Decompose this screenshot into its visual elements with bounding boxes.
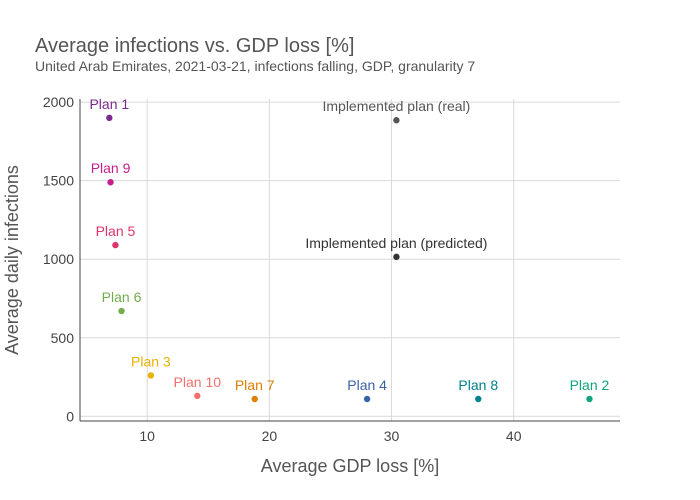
data-point [112,241,119,249]
tick-labels: 10 20 30 40 0 500 1000 1500 2000 [43,94,522,444]
data-point [106,114,113,122]
x-tick-label: 40 [506,428,522,444]
y-axis-title: Average daily infections [2,165,22,355]
chart-title: Average infections vs. GDP loss [%] [35,35,354,57]
gridlines [80,99,620,421]
data-point-label: Plan 6 [102,289,142,305]
data-point [393,253,400,261]
data-point-label: Implemented plan (predicted) [305,235,487,251]
data-point [475,395,482,403]
data-point [194,392,201,400]
x-tick-label: 20 [262,428,278,444]
data-point-label: Plan 4 [347,377,387,393]
data-point-label: Plan 5 [96,223,136,239]
data-point-label: Plan 8 [458,377,498,393]
y-tick-label: 2000 [43,94,74,110]
data-point-label: Plan 10 [174,374,222,390]
data-point-label: Plan 2 [570,377,610,393]
axes [79,99,620,422]
data-point-label: Plan 9 [91,160,131,176]
data-point [107,179,114,186]
data-point-label: Plan 1 [89,96,129,112]
data-point [363,395,371,403]
y-tick-label: 1000 [43,251,74,267]
x-axis-title: Average GDP loss [%] [261,456,439,476]
x-tick-label: 30 [384,428,400,444]
data-point-label: Plan 3 [131,353,171,369]
chart-subtitle: United Arab Emirates, 2021-03-21, infect… [35,58,475,74]
data-point-label: Plan 7 [235,377,275,393]
data-point [586,395,593,403]
data-point [118,307,125,315]
data-point [393,117,400,124]
y-tick-label: 500 [51,330,75,346]
x-tick-label: 10 [139,428,155,444]
data-point-label: Implemented plan (real) [322,98,470,114]
data-point [147,372,155,379]
y-tick-label: 0 [66,408,74,424]
y-tick-label: 1500 [43,173,74,189]
data-point [251,395,258,403]
